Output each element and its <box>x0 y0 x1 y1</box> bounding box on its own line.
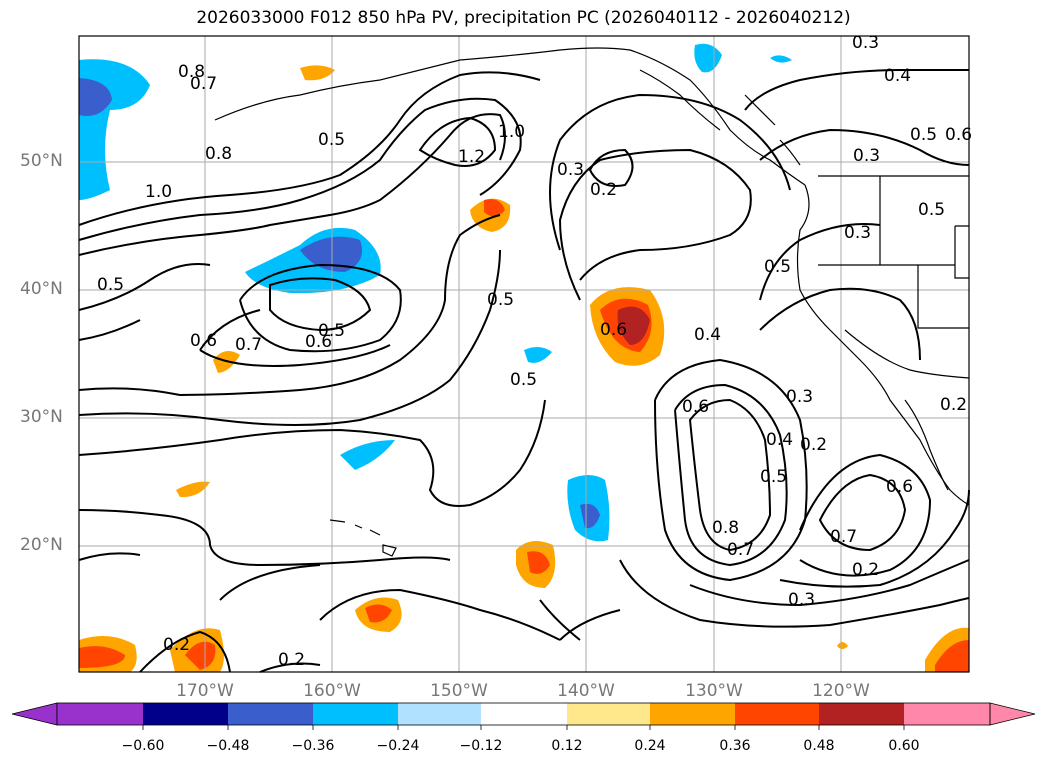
contour-label: 1.0 <box>498 122 525 142</box>
contour-label: 0.3 <box>853 146 880 166</box>
graticule <box>79 36 969 672</box>
precip-pos-core <box>617 306 650 345</box>
lon-label: 150°W <box>430 681 488 701</box>
contour-label: 0.6 <box>886 477 913 497</box>
contour-label: 0.5 <box>97 275 124 295</box>
lat-label: 30°N <box>20 407 63 427</box>
contour-label: 0.7 <box>830 527 857 547</box>
contour-label: 0.2 <box>800 435 827 455</box>
colorbar-tick-label: −0.12 <box>459 738 503 754</box>
contour-label: 0.8 <box>205 144 232 164</box>
precip-neg-core <box>580 503 600 529</box>
precip-pos-core <box>79 646 125 668</box>
precip-pos-core <box>185 641 216 670</box>
contour-label: 0.5 <box>510 370 537 390</box>
contour-label: 0.8 <box>712 518 739 538</box>
contour-label: 0.3 <box>844 223 871 243</box>
contour-label: 0.2 <box>852 560 879 580</box>
lat-label: 20°N <box>20 535 63 555</box>
lon-label: 140°W <box>557 681 615 701</box>
lon-label: 120°W <box>812 681 870 701</box>
contour-label: 0.7 <box>190 74 217 94</box>
contour-label: 0.6 <box>190 331 217 351</box>
colorbar-tick-label: −0.24 <box>376 738 420 754</box>
plot-frame <box>78 35 970 673</box>
contour-label: 0.4 <box>766 430 793 450</box>
contour-label: 0.6 <box>945 125 972 145</box>
colorbar <box>11 702 1036 730</box>
precip-pos-core <box>484 199 505 217</box>
precip-pos-region <box>837 642 848 649</box>
colorbar-tick-label: −0.60 <box>121 738 165 754</box>
contour-label: 0.5 <box>318 321 345 341</box>
contour-label: 0.5 <box>910 125 937 145</box>
lat-label: 50°N <box>20 151 63 171</box>
lon-label: 170°W <box>176 681 234 701</box>
contour-label: 0.7 <box>235 335 262 355</box>
contour-label: 0.4 <box>694 325 721 345</box>
contour-label: 0.2 <box>590 180 617 200</box>
contour-label: 1.2 <box>458 147 485 167</box>
precip-shading <box>79 43 969 672</box>
pv-contours <box>78 69 970 673</box>
contour-label: 0.3 <box>788 590 815 610</box>
contour-label: 0.2 <box>163 635 190 655</box>
colorbar-tick-label: 0.60 <box>888 738 920 754</box>
lon-label: 160°W <box>303 681 361 701</box>
contour-label: 1.0 <box>145 182 172 202</box>
precip-neg-core <box>300 236 363 272</box>
lon-label: 130°W <box>685 681 743 701</box>
colorbar-tick-label: 0.24 <box>634 738 666 754</box>
contour-label: 0.6 <box>682 397 709 417</box>
precip-pos-core <box>527 551 550 574</box>
map-title: 2026033000 F012 850 hPa PV, precipitatio… <box>196 8 851 28</box>
contour-label: 0.4 <box>884 66 911 86</box>
contour-label: 0.5 <box>760 467 787 487</box>
precip-neg-region <box>770 55 792 63</box>
contour-label: 0.2 <box>278 650 305 670</box>
precip-pos-core <box>365 604 392 623</box>
contour-label: 0.2 <box>940 395 967 415</box>
colorbar-tick-label: −0.36 <box>291 738 335 754</box>
precip-pos-region <box>300 65 335 81</box>
colorbar-tick-label: 0.48 <box>803 738 835 754</box>
contour-label: 0.5 <box>318 130 345 150</box>
precip-neg-region <box>340 440 395 470</box>
contour-label: 0.3 <box>786 387 813 407</box>
colorbar-tick-label: 0.12 <box>551 738 583 754</box>
precip-pos-region <box>176 481 210 498</box>
contour-label: 0.5 <box>764 257 791 277</box>
contour-label: 0.7 <box>727 540 754 560</box>
precip-neg-region <box>694 43 722 73</box>
colorbar-tick-label: −0.48 <box>206 738 250 754</box>
lat-label: 40°N <box>20 279 63 299</box>
contour-label: 0.3 <box>852 33 879 53</box>
contour-label: 0.6 <box>600 320 627 340</box>
precip-pos-core <box>935 640 969 672</box>
contour-label: 0.8 <box>178 62 205 82</box>
contour-labels: 0.8 0.7 0.5 0.8 1.0 1.2 1.0 0.3 0.2 0.3 … <box>97 33 972 670</box>
precip-neg-core <box>79 78 112 116</box>
precip-neg-region <box>524 346 552 363</box>
coastlines <box>214 47 970 557</box>
contour-label: 0.5 <box>918 200 945 220</box>
contour-label: 0.6 <box>305 332 332 352</box>
contour-label: 0.3 <box>557 160 584 180</box>
colorbar-tick-label: 0.36 <box>719 738 751 754</box>
contour-label: 0.5 <box>487 290 514 310</box>
